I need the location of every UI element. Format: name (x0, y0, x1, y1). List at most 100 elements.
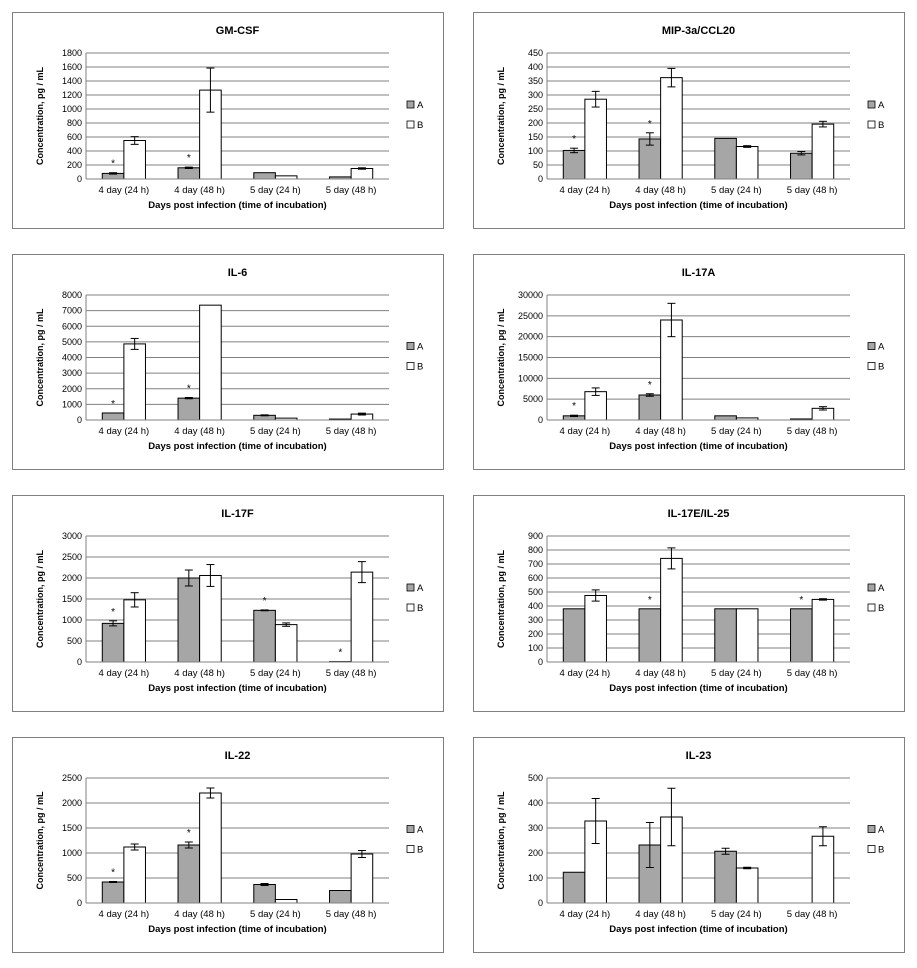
y-tick-label: 0 (77, 898, 82, 908)
legend-label: A (878, 825, 885, 836)
bar-b-2 (735, 146, 759, 180)
x-tick-label: 4 day (48 h) (174, 185, 225, 196)
y-tick-label: 200 (528, 118, 543, 128)
significance-star: * (799, 595, 803, 606)
y-tick-label: 200 (528, 848, 543, 858)
bar-b-0 (123, 343, 146, 421)
x-tick-label: 5 day (48 h) (326, 185, 377, 196)
y-tick-label: 3000 (62, 368, 82, 378)
bar-a-0 (101, 881, 125, 904)
y-axis-label: Concentration, pg / mL (35, 308, 45, 407)
bar-b-1 (660, 77, 683, 180)
x-tick-label: 4 day (48 h) (635, 668, 686, 679)
y-tick-label: 500 (528, 587, 543, 597)
x-tick-label: 4 day (24 h) (560, 426, 611, 437)
x-tick-label: 4 day (24 h) (99, 909, 150, 920)
legend-label: B (417, 603, 423, 614)
significance-star: * (572, 401, 576, 412)
bar-b-2 (274, 624, 298, 663)
x-tick-label: 5 day (24 h) (250, 426, 301, 437)
bar-b-3 (350, 571, 374, 663)
chart-title: IL-17F (221, 508, 254, 520)
x-tick-label: 5 day (24 h) (250, 185, 301, 196)
y-axis-label: Concentration, pg / mL (35, 791, 45, 890)
chart-panel: IL-17A 0 5000 10000 15000 20000 25000 30000 Conc… (473, 254, 905, 470)
chart-svg: GM-CSF 0 200 400 600 800 1000 1200 1400 1600 1800 C… (35, 25, 424, 211)
legend-label: B (878, 120, 884, 131)
y-tick-label: 2000 (62, 573, 82, 583)
bar-b-2 (735, 867, 759, 904)
chart-panel: IL-17E/IL-25 0 100 200 300 400 500 600 700 800 900… (473, 495, 905, 712)
y-tick-label: 1400 (62, 76, 82, 86)
x-axis-label: Days post infection (time of incubation) (148, 441, 326, 452)
bar-b-3 (811, 123, 835, 180)
chart-svg: IL-6 0 1000 2000 3000 4000 5000 6000 7000 8000 Con… (35, 267, 424, 452)
y-tick-label: 1600 (62, 62, 82, 72)
x-axis-label: Days post infection (time of incubation) (609, 200, 787, 211)
chart-title: IL-22 (225, 750, 251, 762)
legend-swatch-a (406, 583, 415, 592)
y-tick-label: 100 (528, 873, 543, 883)
y-tick-label: 400 (67, 146, 82, 156)
legend-label: A (417, 342, 424, 353)
x-axis-label: Days post infection (time of incubation) (148, 200, 326, 211)
bar-a-1 (177, 844, 201, 904)
significance-star: * (648, 380, 652, 391)
chart-title: IL-17E/IL-25 (668, 508, 730, 520)
bar-a-3 (329, 890, 352, 904)
legend-swatch-a (406, 100, 415, 109)
bar-a-1 (177, 577, 201, 663)
x-axis-label: Days post infection (time of incubation) (148, 683, 326, 694)
chart-panel: IL-17F 0 500 1000 1500 2000 2500 3000 Concentrat… (12, 495, 444, 712)
y-tick-label: 100 (528, 146, 543, 156)
y-tick-label: 2000 (62, 798, 82, 808)
bar-a-1 (638, 394, 662, 421)
y-tick-label: 1500 (62, 823, 82, 833)
bar-b-0 (123, 846, 146, 904)
chart-title: GM-CSF (216, 25, 260, 37)
bar-a-2 (714, 137, 737, 180)
chart-svg: IL-17E/IL-25 0 100 200 300 400 500 600 700 800 900… (496, 508, 885, 694)
significance-star: * (263, 596, 267, 607)
bar-b-1 (199, 792, 222, 904)
legend-label: B (878, 362, 884, 373)
bar-a-0 (562, 608, 586, 663)
bar-a-1 (638, 608, 662, 663)
x-tick-label: 4 day (24 h) (99, 185, 150, 196)
y-tick-label: 500 (67, 636, 82, 646)
significance-star: * (111, 399, 115, 410)
x-tick-label: 4 day (48 h) (174, 909, 225, 920)
bar-b-0 (584, 595, 607, 663)
x-tick-label: 4 day (48 h) (174, 668, 225, 679)
bar-a-3 (790, 608, 813, 663)
significance-star: * (572, 134, 576, 145)
y-axis-label: Concentration, pg / mL (496, 791, 506, 890)
y-tick-label: 100 (528, 643, 543, 653)
x-tick-label: 4 day (48 h) (635, 185, 686, 196)
y-tick-label: 1500 (62, 594, 82, 604)
legend-swatch-b (406, 120, 415, 129)
x-tick-label: 5 day (24 h) (711, 668, 762, 679)
legend-swatch-b (406, 362, 415, 370)
bar-b-2 (274, 899, 298, 904)
x-axis-label: Days post infection (time of incubation) (609, 683, 787, 694)
significance-star: * (187, 828, 191, 839)
y-tick-label: 5000 (523, 394, 543, 404)
y-tick-label: 0 (77, 174, 82, 184)
bar-b-0 (584, 391, 607, 421)
y-tick-label: 6000 (62, 321, 82, 331)
chart-panel: IL-23 0 100 200 300 400 500 Concentration, pg /… (473, 737, 905, 953)
y-tick-label: 600 (528, 573, 543, 583)
chart-panel: IL-6 0 1000 2000 3000 4000 5000 6000 7000 8000 Con… (12, 254, 444, 470)
legend-swatch-b (867, 603, 876, 612)
legend-swatch-b (867, 362, 876, 370)
y-tick-label: 150 (528, 132, 543, 142)
bar-a-1 (177, 167, 201, 180)
y-axis-label: Concentration, pg / mL (35, 549, 45, 648)
y-tick-label: 450 (528, 48, 543, 58)
y-tick-label: 8000 (62, 290, 82, 300)
chart-svg: MIP-3a/CCL20 0 50 100 150 200 250 300 350 400 450 C… (496, 25, 885, 211)
y-tick-label: 350 (528, 76, 543, 86)
legend-swatch-a (406, 342, 415, 350)
y-tick-label: 300 (528, 823, 543, 833)
